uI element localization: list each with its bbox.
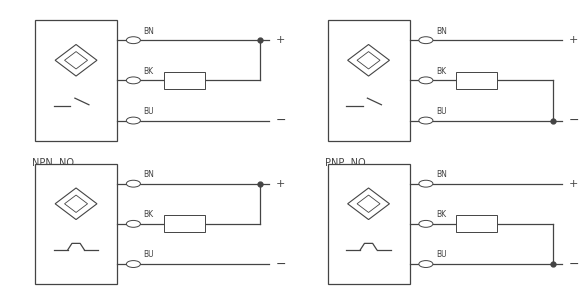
Text: BK: BK	[436, 67, 446, 76]
Text: BN: BN	[143, 27, 154, 36]
Text: BU: BU	[436, 107, 446, 116]
Text: +: +	[276, 35, 285, 45]
Polygon shape	[357, 195, 380, 212]
Text: PNP  NO: PNP NO	[325, 158, 365, 168]
Text: −: −	[276, 114, 287, 127]
Polygon shape	[64, 195, 88, 212]
Polygon shape	[347, 188, 390, 220]
Text: BU: BU	[436, 251, 446, 259]
Circle shape	[126, 37, 140, 44]
Text: BU: BU	[143, 251, 154, 259]
Circle shape	[126, 180, 140, 187]
Polygon shape	[64, 52, 88, 69]
Text: NPN  NO: NPN NO	[32, 158, 74, 168]
Bar	[35, 20, 117, 141]
Text: −: −	[276, 257, 287, 271]
Circle shape	[126, 117, 140, 124]
Circle shape	[126, 77, 140, 84]
Bar	[456, 72, 497, 89]
Text: +: +	[569, 35, 578, 45]
Circle shape	[419, 37, 433, 44]
Circle shape	[419, 77, 433, 84]
Circle shape	[419, 220, 433, 227]
Bar	[328, 20, 410, 141]
Bar	[164, 72, 205, 89]
Text: BN: BN	[436, 170, 447, 179]
Text: −: −	[569, 257, 579, 271]
Polygon shape	[55, 44, 97, 76]
Polygon shape	[357, 52, 380, 69]
Polygon shape	[347, 44, 390, 76]
Bar	[35, 164, 117, 284]
Circle shape	[126, 220, 140, 227]
Circle shape	[126, 261, 140, 267]
Text: BN: BN	[143, 170, 154, 179]
Circle shape	[419, 117, 433, 124]
Text: +: +	[276, 179, 285, 189]
Bar	[456, 215, 497, 232]
Text: BK: BK	[143, 210, 153, 219]
Polygon shape	[55, 188, 97, 220]
Circle shape	[419, 261, 433, 267]
Text: BN: BN	[436, 27, 447, 36]
Text: BU: BU	[143, 107, 154, 116]
Text: +: +	[569, 179, 578, 189]
Text: −: −	[569, 114, 579, 127]
Text: BK: BK	[436, 210, 446, 219]
Bar	[164, 215, 205, 232]
Text: BK: BK	[143, 67, 153, 76]
Bar	[328, 164, 410, 284]
Circle shape	[419, 180, 433, 187]
